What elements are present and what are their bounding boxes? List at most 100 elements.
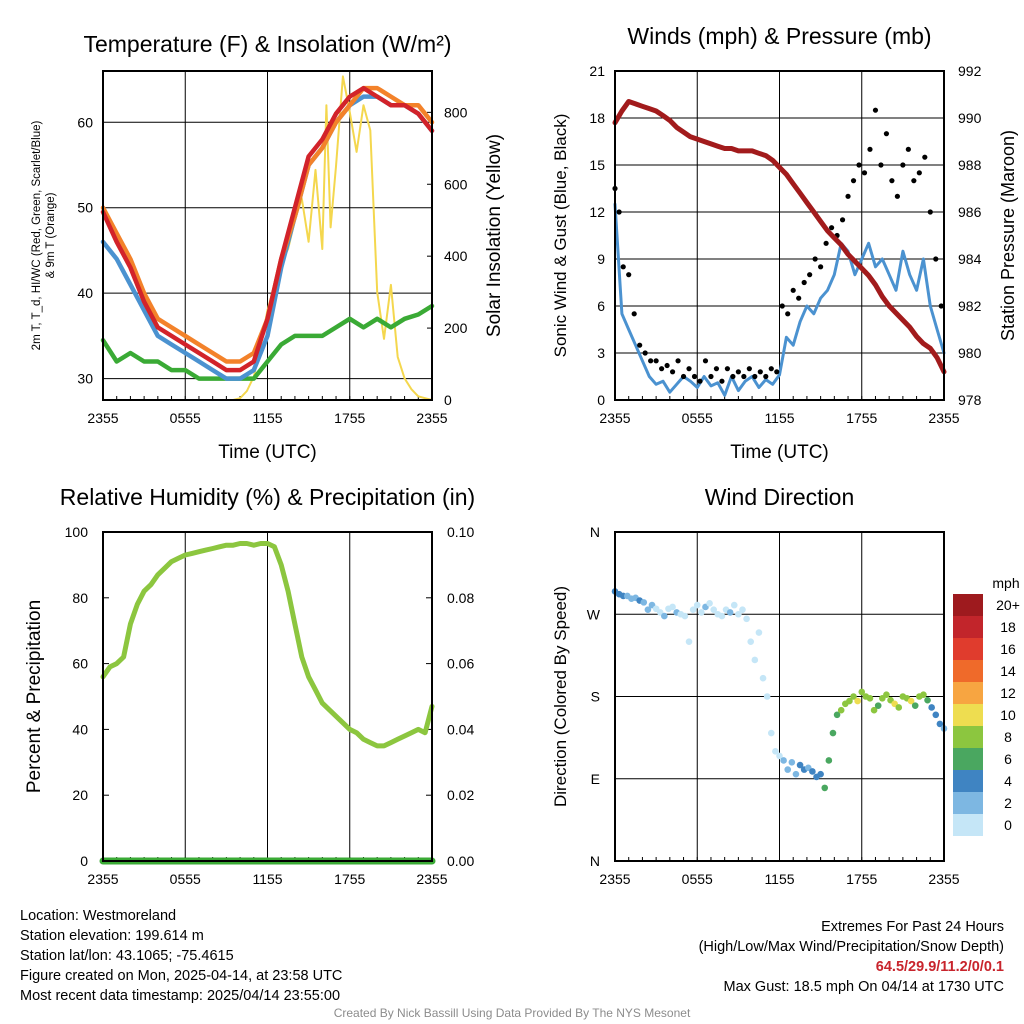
x-tick-label: 2355 <box>599 871 630 887</box>
direction-point <box>685 638 693 645</box>
y2-tick-label: 0.04 <box>447 721 474 737</box>
gust-point <box>724 366 731 372</box>
x-tick-label: 2355 <box>599 410 630 426</box>
x-tick-label: 0555 <box>682 871 713 887</box>
series-line <box>612 99 947 375</box>
direction-point <box>718 612 726 620</box>
colorbar-title: mph <box>992 575 1019 591</box>
gust-point <box>878 162 884 168</box>
direction-point <box>726 609 734 616</box>
gust-point <box>845 193 851 199</box>
x-tick-label: 2355 <box>87 871 118 887</box>
series-line <box>100 541 435 749</box>
direction-point <box>743 615 750 623</box>
y-axis-label-line1: 2m T, T_d, HI/WC (Red, Green, Scarlet/Bl… <box>31 121 43 351</box>
colorbar-label: 14 <box>1000 663 1016 679</box>
direction-point <box>784 766 792 773</box>
x-tick-label: 1155 <box>252 410 282 426</box>
y2-tick-label: 986 <box>958 204 982 220</box>
gust-point <box>796 295 802 301</box>
direction-point <box>706 599 713 607</box>
extremes-heading: Extremes For Past 24 Hours <box>821 919 1004 935</box>
gust-point <box>818 264 824 270</box>
y2-axis-label: Solar Insolation (Yellow) <box>484 134 505 337</box>
y2-tick-label: 982 <box>958 298 982 314</box>
gust-point <box>933 256 939 262</box>
gust-point <box>653 358 659 364</box>
series-line <box>100 85 435 373</box>
direction-point <box>710 606 717 613</box>
colorbar-swatch <box>953 638 983 660</box>
direction-point <box>837 706 845 714</box>
y-tick-label: N <box>590 853 600 869</box>
direction-point <box>644 606 652 613</box>
gust-point <box>867 146 873 152</box>
colorbar-swatch <box>953 594 983 616</box>
x-tick-label: 1755 <box>334 410 365 426</box>
direction-point <box>874 702 882 709</box>
direction-point <box>640 599 648 606</box>
y2-tick-label: 200 <box>444 320 468 336</box>
gust-point <box>616 209 622 215</box>
gust-point <box>697 378 703 384</box>
direction-point <box>866 695 874 702</box>
direction-point <box>759 674 767 682</box>
gust-point <box>680 373 687 380</box>
x-tick-label: 2355 <box>928 410 959 426</box>
latlon-text: Station lat/lon: 43.1065; -75.4615 <box>20 948 234 964</box>
gust-point <box>911 178 917 184</box>
plot-frame <box>614 531 945 862</box>
gust-point <box>637 342 643 348</box>
y-axis-label: Sonic Wind & Gust (Blue, Black) <box>551 114 570 358</box>
direction-point <box>850 693 857 700</box>
colorbar-swatch <box>953 660 983 682</box>
direction-point <box>661 612 668 620</box>
plot-frame <box>102 70 433 401</box>
series-line <box>100 303 435 381</box>
colorbar-label: 0 <box>1004 817 1012 833</box>
colorbar-swatch <box>953 682 983 704</box>
created-text: Figure created on Mon, 2025-04-14, at 23… <box>20 968 343 984</box>
y2-tick-label: 978 <box>958 392 982 408</box>
x-tick-label: 1155 <box>252 871 282 887</box>
gust-point <box>752 373 758 380</box>
direction-point <box>767 729 775 737</box>
colorbar-swatch <box>953 748 983 770</box>
extremes-info: Extremes For Past 24 Hours (High/Low/Max… <box>699 917 1004 997</box>
direction-point <box>751 656 759 664</box>
y-axis-label-line2: & 9m T (Orange) <box>45 192 57 278</box>
gust-point <box>785 311 791 317</box>
x-tick-label: 2355 <box>416 871 447 887</box>
x-axis-label: Time (UTC) <box>218 442 317 463</box>
colorbar-swatch <box>953 792 983 814</box>
x-tick-label: 0555 <box>170 871 201 887</box>
plot-frame <box>614 70 945 401</box>
y2-tick-label: 980 <box>958 345 982 361</box>
gust-point <box>730 373 736 380</box>
direction-point <box>698 609 705 616</box>
direction-point <box>825 757 833 764</box>
x-tick-label: 1755 <box>846 410 877 426</box>
gust-point <box>691 373 698 380</box>
gust-point <box>620 264 626 270</box>
temperature-chart: 2355 0555 1155 1755 2355 Temperature (F) & In… <box>31 31 505 463</box>
location-text: Location: Westmoreland <box>20 908 177 924</box>
direction-point <box>895 704 903 711</box>
gust-point <box>659 366 665 372</box>
gust-point <box>713 366 720 372</box>
direction-point <box>854 697 861 705</box>
gust-point <box>872 107 879 113</box>
gust-point <box>664 362 670 369</box>
y-tick-label: W <box>587 606 601 622</box>
colorbar-label: 16 <box>1000 641 1016 657</box>
colorbar-swatch <box>953 704 983 726</box>
gust-point <box>905 146 911 152</box>
direction-point <box>932 711 940 719</box>
gust-point <box>779 303 785 309</box>
direction-point <box>907 697 915 705</box>
series-line <box>613 202 946 397</box>
chart-title: Temperature (F) & Insolation (W/m²) <box>83 31 451 57</box>
gust-point <box>856 162 862 168</box>
gust-point <box>839 217 846 223</box>
